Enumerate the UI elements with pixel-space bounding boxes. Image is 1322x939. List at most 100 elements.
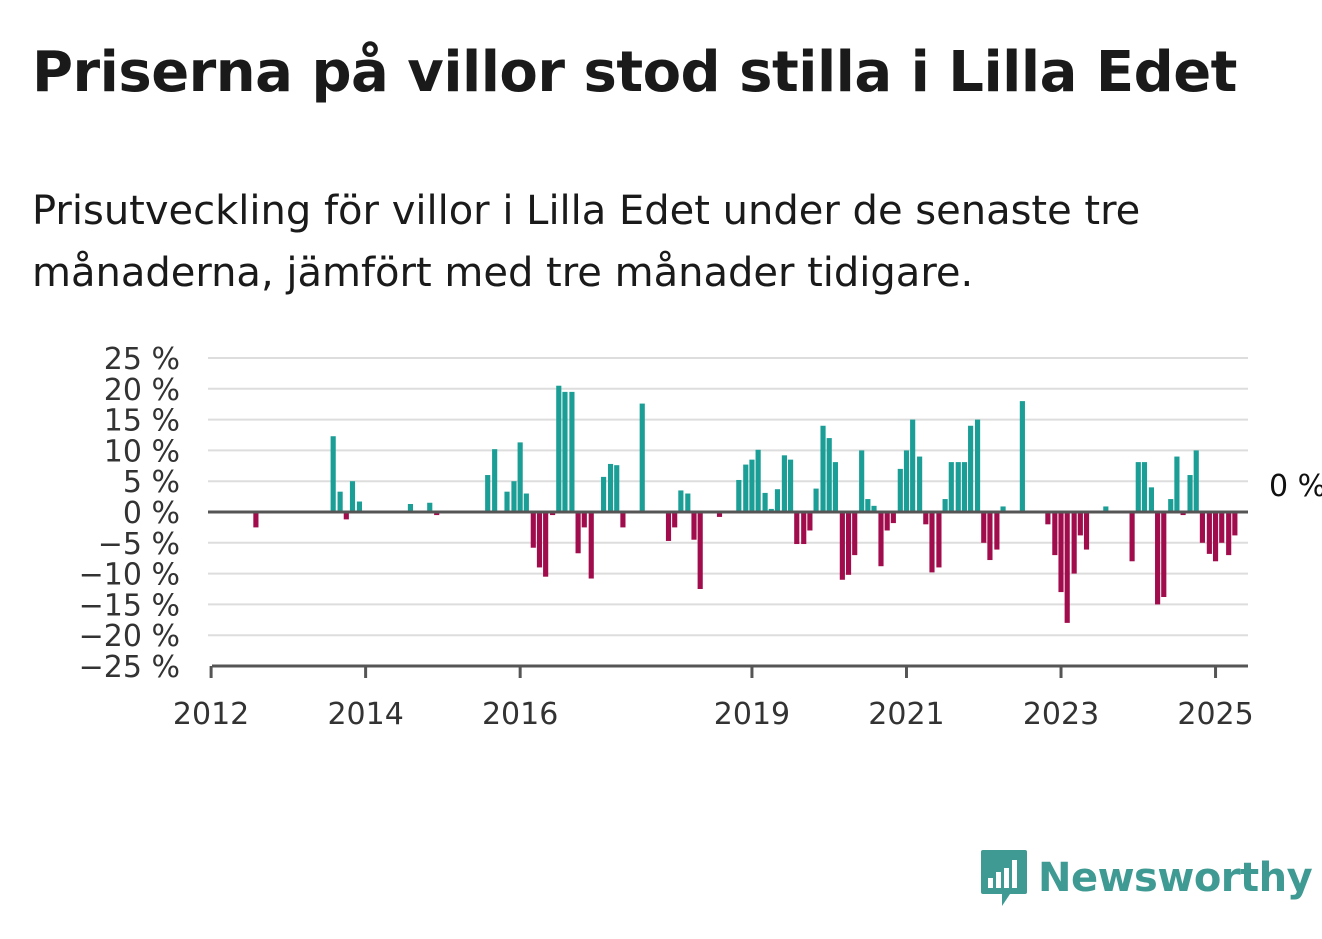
bar-negative xyxy=(1232,512,1238,536)
y-tick-label: 25 % xyxy=(104,342,180,377)
bar-positive xyxy=(504,491,510,512)
bar-negative xyxy=(890,512,896,524)
y-axis: 25 %20 %15 %10 %5 %0 %−5 %−10 %−15 %−20 … xyxy=(79,342,180,685)
bar-positive xyxy=(562,391,568,512)
bar-positive xyxy=(1103,506,1109,512)
bar-negative xyxy=(801,512,807,545)
y-tick-label: 20 % xyxy=(104,373,180,408)
bar-positive xyxy=(523,493,529,512)
x-tick-label: 2014 xyxy=(327,697,403,732)
bar-negative xyxy=(1180,512,1186,516)
bar-negative xyxy=(839,512,845,580)
bar-negative xyxy=(1045,512,1051,525)
bar-positive xyxy=(832,462,838,512)
y-tick-label: −10 % xyxy=(79,558,180,593)
bar-positive xyxy=(774,489,781,512)
bar-positive xyxy=(743,464,749,512)
end-label-group: 0 % xyxy=(1263,464,1322,504)
x-tick-label: 2021 xyxy=(868,697,944,732)
bar-positive xyxy=(749,459,755,512)
bar-negative xyxy=(987,512,993,561)
bar-positive xyxy=(639,403,645,512)
bar-negative xyxy=(343,512,349,520)
bar-positive xyxy=(897,468,903,512)
bar-positive xyxy=(614,465,620,512)
x-tick-label: 2025 xyxy=(1177,697,1253,732)
bar-negative xyxy=(1206,512,1212,554)
bar-positive xyxy=(942,499,948,512)
bar-negative xyxy=(1199,512,1205,543)
bar-positive xyxy=(903,450,910,512)
bar-positive xyxy=(736,479,742,512)
brand-name: Newsworthy xyxy=(1038,855,1313,901)
bar-positive xyxy=(768,508,774,512)
bar-positive xyxy=(1148,487,1154,512)
y-tick-label: −25 % xyxy=(79,650,180,685)
bar-negative xyxy=(550,512,556,516)
bar-negative xyxy=(1052,512,1058,556)
bar-negative xyxy=(1058,512,1064,593)
chart-subtitle: Prisutveckling för villor i Lilla Edet u… xyxy=(32,188,1141,296)
bar-positive xyxy=(685,493,691,512)
bar-series xyxy=(253,385,1238,623)
bar-positive xyxy=(788,459,794,512)
bar-positive xyxy=(961,462,968,512)
bar-positive xyxy=(917,456,923,512)
x-tick-label: 2023 xyxy=(1023,697,1099,732)
bar-positive xyxy=(813,488,819,512)
bar-positive xyxy=(820,425,826,512)
bar-positive xyxy=(968,425,974,512)
x-tick-label: 2019 xyxy=(714,697,790,732)
bar-negative xyxy=(1212,512,1219,562)
bar-negative xyxy=(581,512,587,528)
bar-positive xyxy=(356,501,363,512)
bar-positive xyxy=(569,391,575,512)
bar-negative xyxy=(981,512,987,543)
bar-positive xyxy=(1168,499,1174,512)
bar-negative xyxy=(1083,512,1090,550)
newsworthy-logo: Newsworthy xyxy=(980,848,1313,908)
bar-positive xyxy=(755,449,761,512)
bar-positive xyxy=(859,450,865,512)
y-tick-label: 15 % xyxy=(104,404,180,439)
y-tick-label: 10 % xyxy=(104,434,180,469)
bar-negative xyxy=(575,512,581,554)
bar-positive xyxy=(1174,456,1180,512)
bar-positive xyxy=(865,499,871,512)
bar-positive xyxy=(1141,462,1148,512)
bar-positive xyxy=(407,503,414,512)
bar-negative xyxy=(1071,512,1077,574)
end-label-background xyxy=(1263,464,1322,504)
bar-negative xyxy=(620,512,626,528)
bar-negative xyxy=(845,512,852,575)
bar-negative xyxy=(1226,512,1232,556)
bar-positive xyxy=(330,436,336,512)
bar-positive xyxy=(910,419,916,512)
bar-positive xyxy=(678,490,684,512)
bar-negative xyxy=(1129,512,1135,562)
bar-negative xyxy=(536,512,543,568)
bar-positive xyxy=(762,492,768,512)
bar-positive xyxy=(511,481,517,512)
bar-negative xyxy=(543,512,549,577)
bar-negative xyxy=(884,512,890,531)
bar-positive xyxy=(556,385,562,512)
y-tick-label: 0 % xyxy=(123,496,180,531)
bar-negative xyxy=(878,512,884,567)
bar-negative xyxy=(672,512,678,528)
bar-negative xyxy=(665,512,672,541)
y-tick-label: −15 % xyxy=(79,588,180,623)
bar-positive xyxy=(871,505,877,512)
bar-positive xyxy=(607,463,614,512)
bar-negative xyxy=(1155,512,1161,605)
bar-positive xyxy=(337,491,343,512)
bar-negative xyxy=(994,512,1000,550)
bar-negative xyxy=(923,512,929,525)
x-tick-label: 2016 xyxy=(482,697,558,732)
y-tick-label: −5 % xyxy=(98,527,180,562)
bar-negative xyxy=(807,512,813,531)
bar-positive xyxy=(826,438,832,512)
bar-positive xyxy=(1193,450,1199,512)
bar-positive xyxy=(517,442,523,512)
